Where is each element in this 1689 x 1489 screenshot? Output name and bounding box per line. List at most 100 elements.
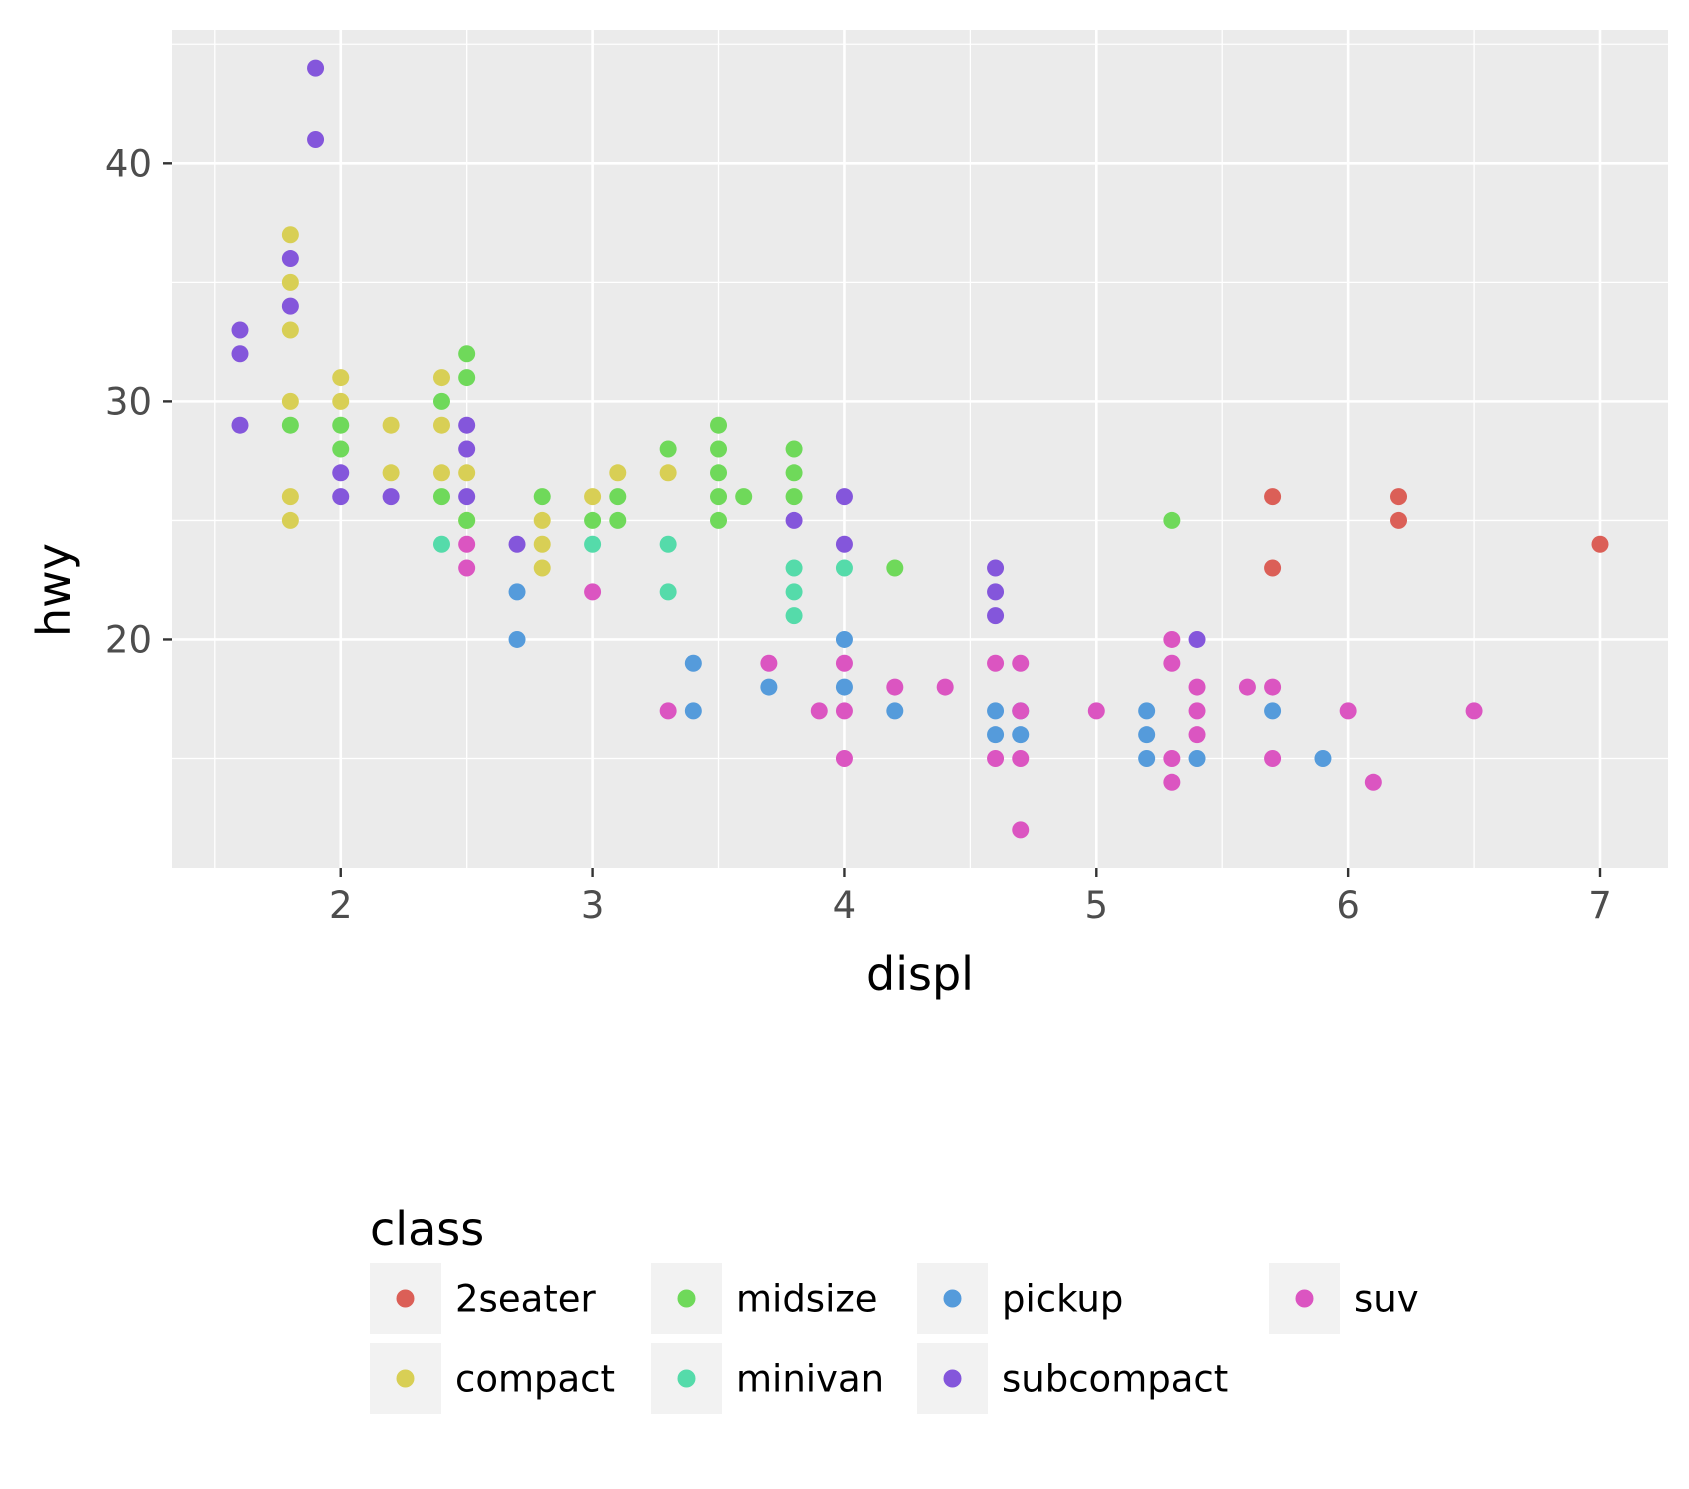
x-tick-label: 6 <box>1336 884 1360 927</box>
point-suv <box>1012 749 1030 767</box>
point-midsize <box>458 511 476 529</box>
point-compact <box>332 369 350 387</box>
point-pickup <box>1138 749 1156 767</box>
point-minivan <box>785 607 803 625</box>
point-midsize <box>710 416 728 434</box>
point-pickup <box>987 702 1005 720</box>
point-suv <box>659 702 677 720</box>
legend-label-2seater: 2seater <box>455 1278 597 1321</box>
legend-label-midsize: midsize <box>736 1278 878 1321</box>
point-suv <box>886 678 904 696</box>
point-pickup <box>684 702 702 720</box>
point-pickup <box>508 630 526 648</box>
point-suv <box>1087 702 1105 720</box>
point-compact <box>281 321 299 339</box>
point-suv <box>1012 702 1030 720</box>
point-midsize <box>609 488 627 506</box>
point-subcompact <box>307 59 325 77</box>
point-midsize <box>432 392 450 410</box>
grid-major <box>172 30 1668 868</box>
point-2seater <box>1390 488 1408 506</box>
legend-marker-pickup <box>943 1289 962 1308</box>
x-tick-label: 4 <box>833 884 857 927</box>
point-pickup <box>835 678 853 696</box>
point-midsize <box>533 488 551 506</box>
point-minivan <box>584 535 602 553</box>
legend-marker-suv <box>1295 1289 1314 1308</box>
point-compact <box>281 511 299 529</box>
point-compact <box>332 392 350 410</box>
point-midsize <box>886 559 904 577</box>
point-midsize <box>1163 511 1181 529</box>
point-suv <box>1264 678 1282 696</box>
legend-item-midsize: midsize <box>651 1263 878 1334</box>
point-suv <box>760 654 778 672</box>
point-midsize <box>710 511 728 529</box>
point-subcompact <box>307 131 325 149</box>
point-pickup <box>987 726 1005 744</box>
point-compact <box>281 226 299 244</box>
grid-minor <box>172 30 1668 868</box>
y-axis: 20 30 40 <box>105 142 172 661</box>
point-compact <box>609 464 627 482</box>
point-compact <box>432 416 450 434</box>
point-suv <box>1339 702 1357 720</box>
legend-marker-subcompact <box>943 1369 962 1388</box>
legend-label-minivan: minivan <box>736 1358 884 1401</box>
point-suv <box>458 559 476 577</box>
point-minivan <box>659 583 677 601</box>
point-suv <box>1012 654 1030 672</box>
point-pickup <box>886 702 904 720</box>
point-minivan <box>432 535 450 553</box>
x-tick-label: 3 <box>581 884 605 927</box>
x-axis: 2 3 4 5 6 7 <box>329 868 1612 927</box>
point-midsize <box>710 440 728 458</box>
point-suv <box>1264 749 1282 767</box>
legend-item-suv: suv <box>1269 1263 1419 1334</box>
point-subcompact <box>458 488 476 506</box>
point-subcompact <box>231 321 249 339</box>
point-compact <box>432 464 450 482</box>
point-2seater <box>1390 511 1408 529</box>
point-pickup <box>1188 749 1206 767</box>
legend: class 2seater compact midsize minivan pickup… <box>370 1202 1419 1414</box>
point-2seater <box>1264 559 1282 577</box>
point-suv <box>936 678 954 696</box>
point-subcompact <box>458 440 476 458</box>
point-compact <box>281 488 299 506</box>
point-subcompact <box>332 464 350 482</box>
point-compact <box>432 369 450 387</box>
point-subcompact <box>231 416 249 434</box>
point-suv <box>1238 678 1256 696</box>
point-subcompact <box>785 511 803 529</box>
point-suv <box>810 702 828 720</box>
point-midsize <box>432 488 450 506</box>
point-suv <box>1163 773 1181 791</box>
point-pickup <box>835 630 853 648</box>
y-tick-label: 30 <box>105 380 152 423</box>
point-midsize <box>609 511 627 529</box>
y-tick-label: 40 <box>105 142 152 185</box>
point-suv <box>1012 821 1030 839</box>
point-midsize <box>281 416 299 434</box>
point-pickup <box>760 678 778 696</box>
point-midsize <box>710 464 728 482</box>
y-tick-label: 20 <box>105 618 152 661</box>
legend-item-pickup: pickup <box>917 1263 1123 1334</box>
point-2seater <box>1591 535 1609 553</box>
point-suv <box>1163 749 1181 767</box>
point-compact <box>458 464 476 482</box>
point-subcompact <box>835 488 853 506</box>
point-compact <box>533 559 551 577</box>
point-pickup <box>508 583 526 601</box>
point-subcompact <box>382 488 400 506</box>
legend-label-subcompact: subcompact <box>1002 1358 1228 1401</box>
point-suv <box>835 654 853 672</box>
x-tick-label: 7 <box>1588 884 1612 927</box>
point-pickup <box>1264 702 1282 720</box>
point-suv <box>1188 678 1206 696</box>
point-midsize <box>735 488 753 506</box>
point-compact <box>584 488 602 506</box>
point-compact <box>281 273 299 291</box>
